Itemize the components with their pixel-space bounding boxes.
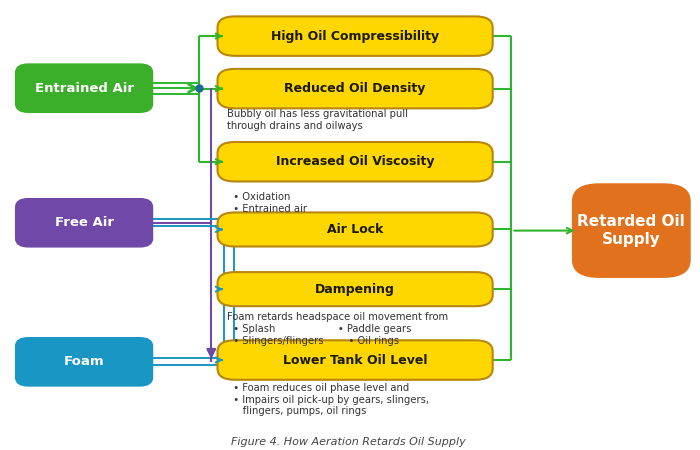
Text: Figure 4. How Aeration Retards Oil Supply: Figure 4. How Aeration Retards Oil Suppl… (231, 437, 466, 447)
Text: Dampening: Dampening (315, 283, 395, 296)
Text: Bubbly oil has less gravitational pull
through drains and oilways: Bubbly oil has less gravitational pull t… (227, 109, 407, 131)
FancyBboxPatch shape (218, 16, 493, 56)
Text: Entrained Air: Entrained Air (34, 81, 134, 94)
Text: Air Lock: Air Lock (327, 223, 384, 236)
Text: Foam: Foam (64, 356, 104, 369)
FancyBboxPatch shape (218, 69, 493, 108)
FancyBboxPatch shape (218, 340, 493, 380)
Text: Reduced Oil Density: Reduced Oil Density (284, 82, 426, 95)
FancyBboxPatch shape (16, 338, 152, 386)
Text: Increased Oil Viscosity: Increased Oil Viscosity (276, 155, 435, 168)
FancyBboxPatch shape (572, 183, 691, 278)
Text: High Oil Compressibility: High Oil Compressibility (271, 30, 439, 43)
Text: Free Air: Free Air (55, 216, 113, 229)
FancyBboxPatch shape (218, 272, 493, 306)
Text: Foam retards headspace oil movement from
  • Splash                    • Paddle : Foam retards headspace oil movement from… (227, 312, 448, 346)
FancyBboxPatch shape (16, 64, 152, 112)
Text: • Foam reduces oil phase level and
  • Impairs oil pick-up by gears, slingers,
 : • Foam reduces oil phase level and • Imp… (227, 383, 428, 416)
Text: • Oxidation
  • Entrained air: • Oxidation • Entrained air (227, 192, 307, 214)
Text: Retarded Oil
Supply: Retarded Oil Supply (578, 214, 685, 247)
FancyBboxPatch shape (16, 199, 152, 247)
Text: Lower Tank Oil Level: Lower Tank Oil Level (283, 354, 428, 367)
FancyBboxPatch shape (218, 212, 493, 247)
FancyBboxPatch shape (218, 142, 493, 181)
